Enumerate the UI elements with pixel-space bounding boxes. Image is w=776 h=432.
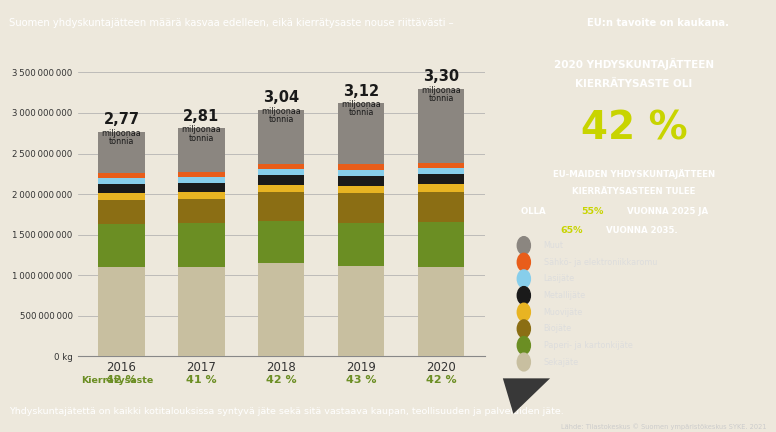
Text: tonnia: tonnia bbox=[348, 108, 374, 118]
Text: 2,81: 2,81 bbox=[183, 109, 220, 124]
Text: 41 %: 41 % bbox=[186, 375, 217, 385]
Bar bbox=[258, 193, 304, 221]
Circle shape bbox=[518, 353, 530, 371]
Text: tonnia: tonnia bbox=[428, 94, 454, 103]
Bar bbox=[99, 193, 144, 200]
Bar bbox=[99, 200, 144, 224]
Bar bbox=[99, 184, 144, 193]
Bar bbox=[178, 192, 224, 199]
Circle shape bbox=[518, 286, 530, 304]
Text: EU:n tavoite on kaukana.: EU:n tavoite on kaukana. bbox=[587, 18, 729, 28]
Circle shape bbox=[518, 253, 530, 271]
Text: Muovijäte: Muovijäte bbox=[543, 308, 583, 317]
Bar bbox=[258, 175, 304, 185]
Circle shape bbox=[518, 337, 530, 354]
Bar bbox=[338, 193, 384, 222]
Text: Yhdyskuntajätettä on kaikki kotitalouksissa syntyvä jäte sekä sitä vastaava kaup: Yhdyskuntajätettä on kaikki kotitalouksi… bbox=[9, 407, 564, 416]
Text: Kierrätysaste: Kierrätysaste bbox=[81, 376, 154, 384]
Text: 2020 YHDYSKUNTAJÄTTEEN: 2020 YHDYSKUNTAJÄTTEEN bbox=[554, 58, 714, 70]
Bar bbox=[178, 223, 224, 267]
Text: 3,04: 3,04 bbox=[263, 90, 300, 105]
Bar bbox=[258, 185, 304, 193]
Text: 42 %: 42 % bbox=[580, 109, 688, 147]
Text: miljoonaa: miljoonaa bbox=[421, 86, 461, 95]
Circle shape bbox=[518, 320, 530, 338]
Text: VUONNA 2035.: VUONNA 2035. bbox=[602, 226, 677, 235]
Bar bbox=[178, 177, 224, 183]
Text: Sähkö- ja elektroniikkaromu: Sähkö- ja elektroniikkaromu bbox=[543, 257, 656, 267]
Bar bbox=[258, 263, 304, 356]
Text: tonnia: tonnia bbox=[268, 115, 294, 124]
Text: 42 %: 42 % bbox=[426, 375, 456, 385]
Bar bbox=[338, 222, 384, 266]
Bar bbox=[258, 110, 304, 164]
Bar bbox=[178, 199, 224, 223]
Text: tonnia: tonnia bbox=[189, 133, 214, 143]
Circle shape bbox=[518, 270, 530, 288]
Text: 3,12: 3,12 bbox=[343, 84, 379, 99]
Bar bbox=[418, 184, 464, 192]
Text: 3,30: 3,30 bbox=[423, 69, 459, 84]
Bar bbox=[338, 103, 384, 165]
Circle shape bbox=[518, 237, 530, 254]
Text: 43 %: 43 % bbox=[346, 375, 376, 385]
Bar bbox=[418, 162, 464, 168]
Bar bbox=[258, 221, 304, 263]
Bar bbox=[338, 170, 384, 176]
Text: Metallijäte: Metallijäte bbox=[543, 291, 586, 300]
Bar bbox=[418, 89, 464, 162]
Bar bbox=[178, 183, 224, 192]
Text: KIERRÄTYSASTEEN TULEE: KIERRÄTYSASTEEN TULEE bbox=[573, 187, 695, 196]
Text: 42 %: 42 % bbox=[266, 375, 296, 385]
Bar bbox=[99, 224, 144, 267]
Bar bbox=[418, 168, 464, 174]
Text: 65%: 65% bbox=[560, 226, 583, 235]
Bar bbox=[338, 266, 384, 356]
Bar bbox=[418, 174, 464, 184]
Bar bbox=[338, 176, 384, 186]
Text: miljoonaa: miljoonaa bbox=[341, 100, 381, 109]
Polygon shape bbox=[503, 378, 550, 414]
Text: Suomen yhdyskuntajätteen määrä kasvaa edelleen, eikä kierrätysaste nouse riittäv: Suomen yhdyskuntajätteen määrä kasvaa ed… bbox=[9, 18, 457, 28]
Text: miljoonaa: miljoonaa bbox=[102, 129, 141, 138]
Text: Sekajäte: Sekajäte bbox=[543, 358, 579, 366]
Bar bbox=[418, 222, 464, 267]
Text: Lasijäte: Lasijäte bbox=[543, 274, 574, 283]
Bar bbox=[178, 128, 224, 172]
Text: miljoonaa: miljoonaa bbox=[182, 125, 221, 134]
Text: miljoonaa: miljoonaa bbox=[262, 107, 301, 116]
Text: KIERRÄTYSASTE OLI: KIERRÄTYSASTE OLI bbox=[575, 79, 693, 89]
Text: EU-MAIDEN YHDYSKUNTAJÄTTEEN: EU-MAIDEN YHDYSKUNTAJÄTTEEN bbox=[553, 169, 715, 179]
Text: Biojäte: Biojäte bbox=[543, 324, 572, 333]
Bar bbox=[99, 267, 144, 356]
Text: VUONNA 2025 JA: VUONNA 2025 JA bbox=[623, 206, 708, 216]
Bar bbox=[418, 267, 464, 356]
Text: OLLA: OLLA bbox=[521, 206, 549, 216]
Bar bbox=[338, 186, 384, 193]
Text: 2,77: 2,77 bbox=[103, 112, 140, 127]
Circle shape bbox=[518, 303, 530, 321]
Text: 42 %: 42 % bbox=[106, 375, 137, 385]
Text: Paperi- ja kartonkijäte: Paperi- ja kartonkijäte bbox=[543, 341, 632, 350]
Bar bbox=[178, 172, 224, 177]
Bar bbox=[99, 173, 144, 178]
Text: Muut: Muut bbox=[543, 241, 563, 250]
Bar bbox=[99, 178, 144, 184]
Bar bbox=[99, 132, 144, 173]
Bar bbox=[258, 164, 304, 169]
Text: tonnia: tonnia bbox=[109, 137, 134, 146]
Bar bbox=[418, 192, 464, 222]
Bar bbox=[258, 169, 304, 175]
Text: 55%: 55% bbox=[581, 206, 604, 216]
Text: Lähde: Tilastokeskus © Suomen ympäristökeskus SYKE. 2021: Lähde: Tilastokeskus © Suomen ympäristök… bbox=[561, 423, 767, 429]
Bar bbox=[338, 165, 384, 170]
Bar bbox=[178, 267, 224, 356]
